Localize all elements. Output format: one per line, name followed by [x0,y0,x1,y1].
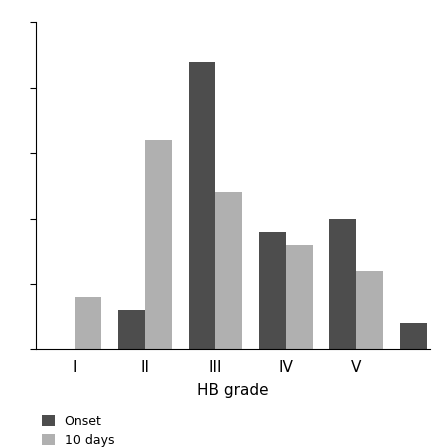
Bar [356,271,383,349]
Bar [189,62,215,349]
Bar [74,297,101,349]
X-axis label: HB grade: HB grade [197,383,269,398]
Bar [215,193,242,349]
Bar [259,232,286,349]
Legend: Onset, 10 days: Onset, 10 days [42,414,114,447]
Bar [145,140,172,349]
Bar [118,310,145,349]
Bar [329,219,356,349]
Bar [400,323,426,349]
Bar [286,245,313,349]
